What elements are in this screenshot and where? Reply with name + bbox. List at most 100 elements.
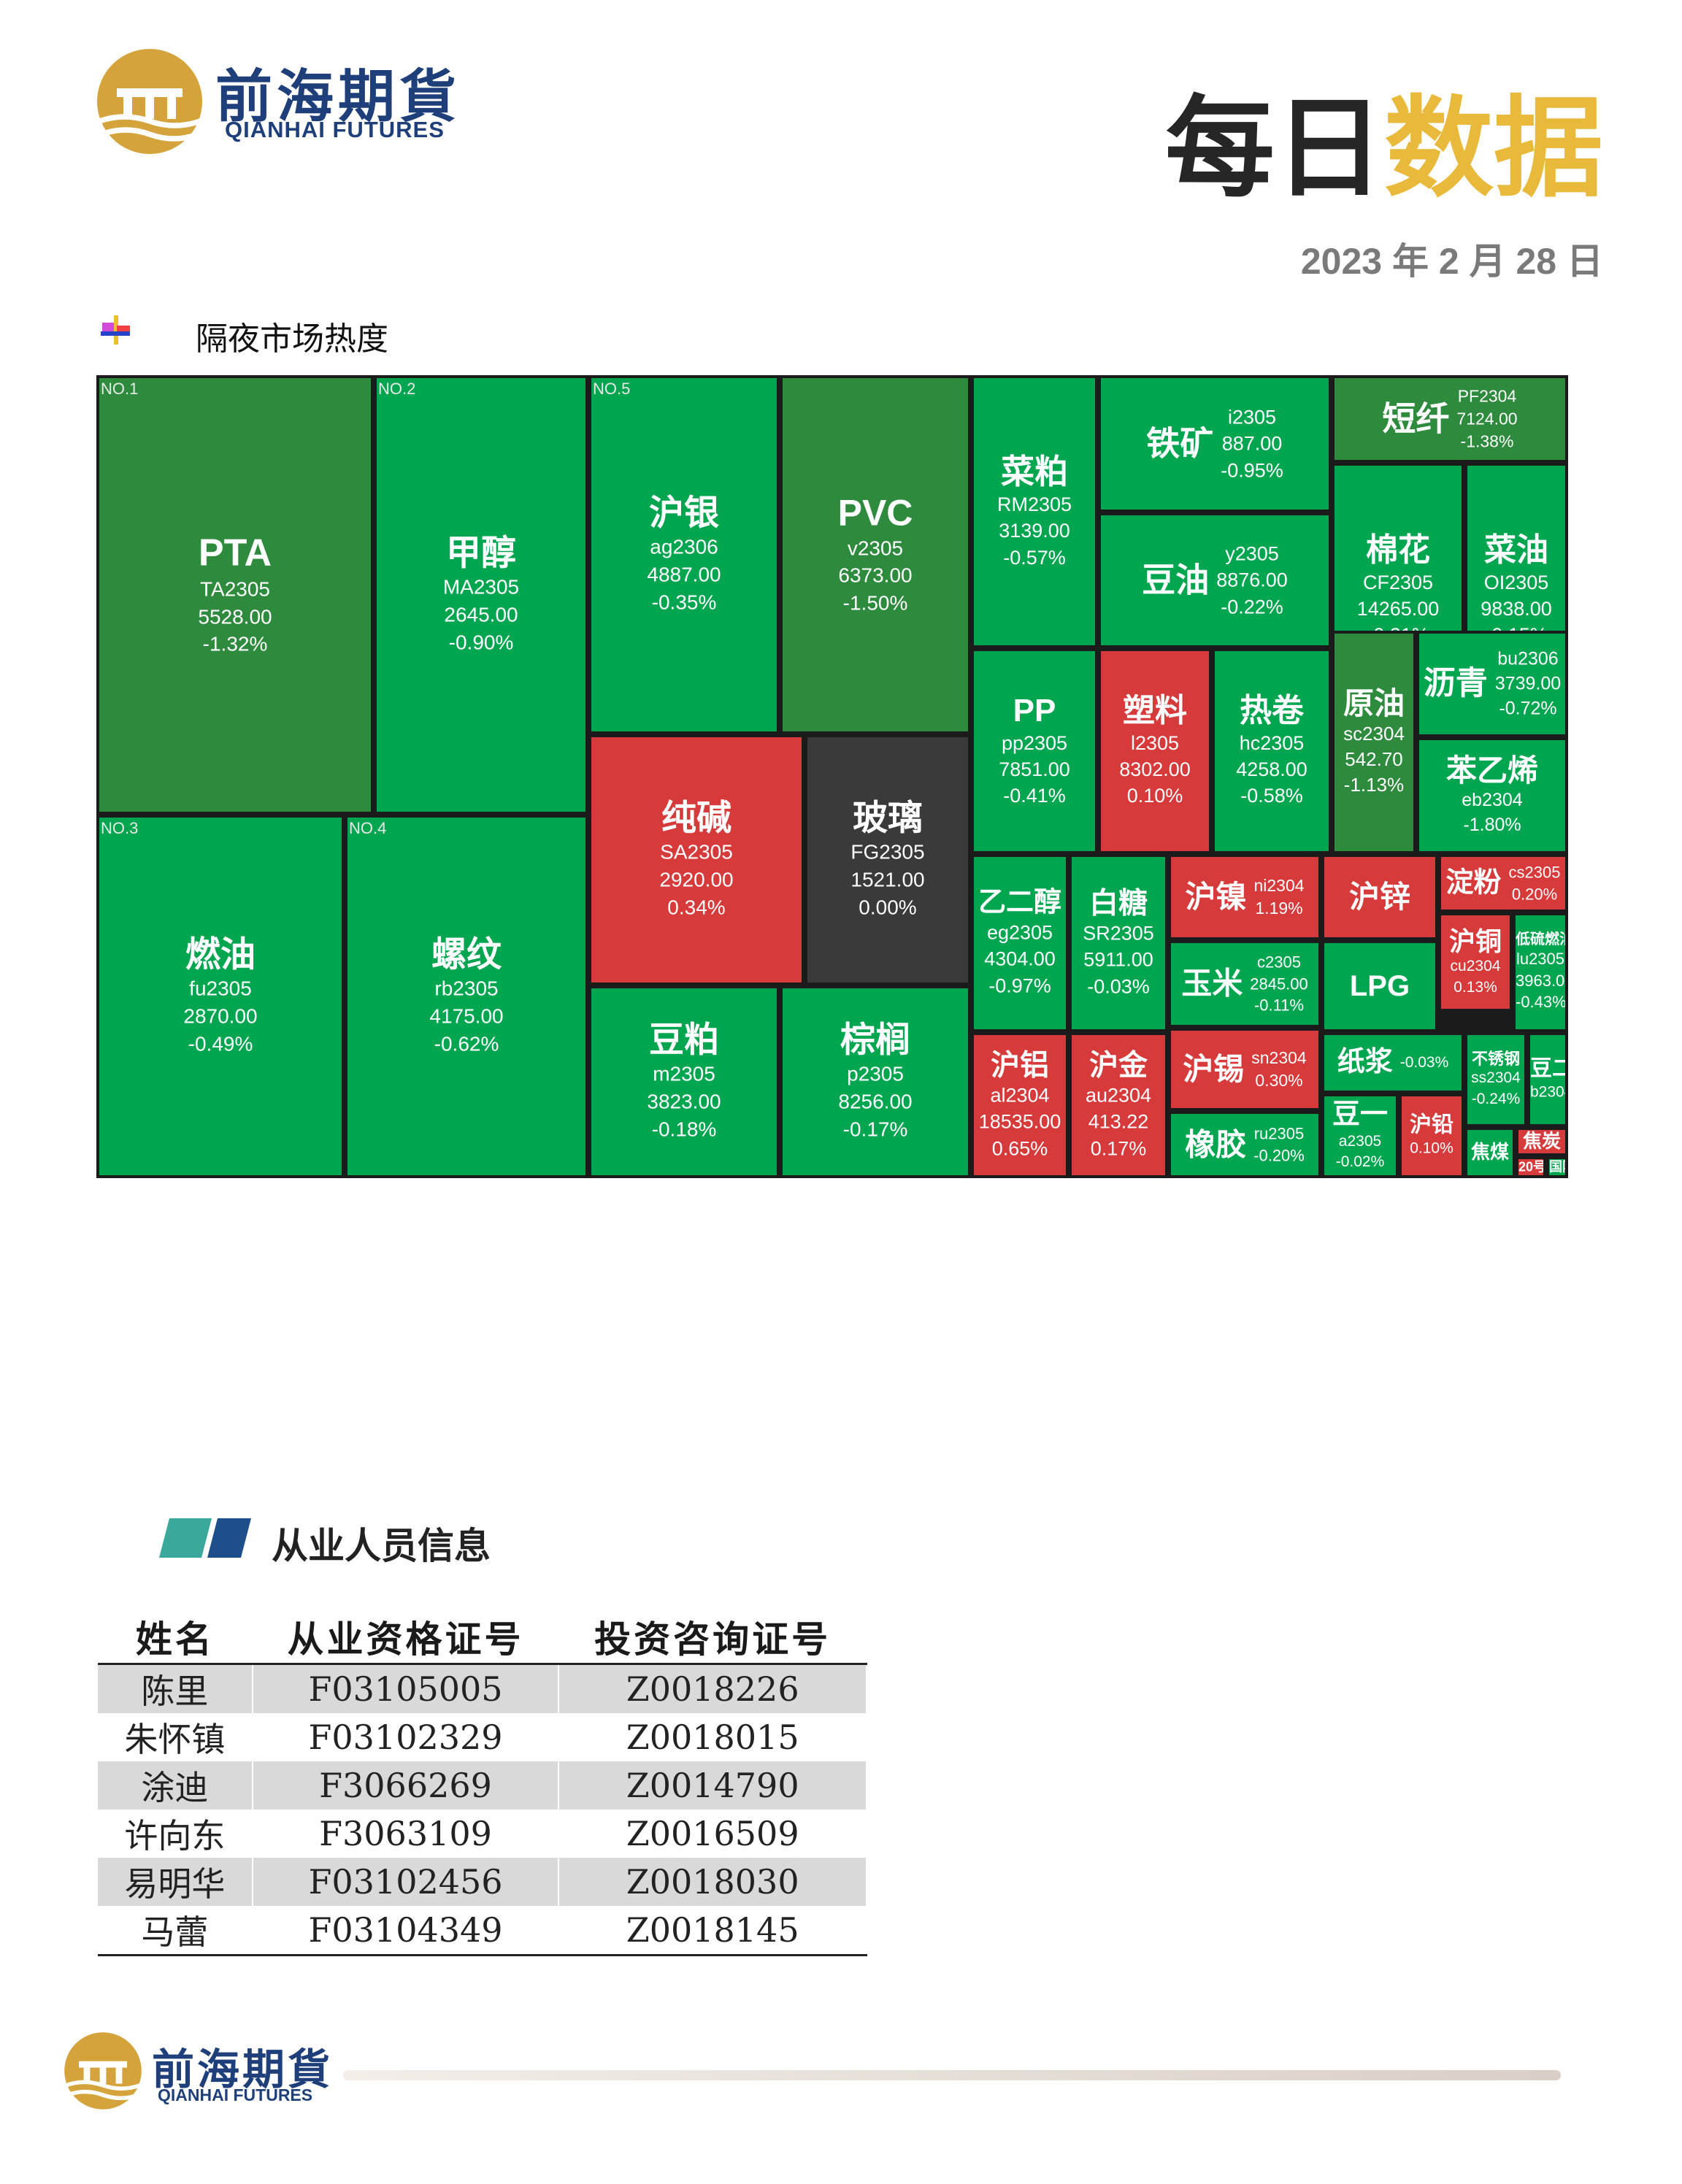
contract-code: ni2304 xyxy=(1253,875,1305,895)
contract-code: FG2305 xyxy=(850,840,925,864)
contract-code: fu2305 xyxy=(189,977,252,1000)
cell-content: 铁矿 i2305 887.00 -0.95% xyxy=(1101,404,1329,483)
commodity-name: 玻璃 xyxy=(852,799,923,838)
contract-code: y2305 xyxy=(1225,542,1279,565)
rank-label: NO.1 xyxy=(101,380,139,398)
change-percent: -0.43% xyxy=(1516,993,1567,1012)
cell-content: 沪锌 xyxy=(1324,880,1435,915)
commodity-name: 塑料 xyxy=(1123,693,1187,729)
treemap-cell-cs2305: 淀粉 cs2305 0.20% xyxy=(1438,854,1568,912)
rank-label: NO.2 xyxy=(378,380,416,398)
commodity-name: 不锈钢 xyxy=(1471,1050,1520,1069)
change-percent: -0.18% xyxy=(651,1118,717,1141)
cell-content: 沥青 bu2306 3739.00 -0.72% xyxy=(1419,647,1565,720)
last-price: 14265.00 xyxy=(1356,598,1440,620)
last-price: 7124.00 xyxy=(1456,409,1518,428)
cell-content: 国际铜 xyxy=(1549,1160,1565,1175)
cell-details: ni2304 1.19% xyxy=(1253,874,1304,920)
section-title-staff: 从业人员信息 xyxy=(272,1526,491,1566)
commodity-name: 短纤 xyxy=(1382,399,1450,438)
table-row: 易明华 F03102456 Z0018030 xyxy=(98,1858,867,1906)
treemap-cell-y2305: 豆油 y2305 8876.00 -0.22% xyxy=(1098,512,1332,648)
change-percent: -0.03% xyxy=(1399,1053,1449,1071)
commodity-name: 菜粕 xyxy=(1001,452,1068,491)
change-percent: -0.03% xyxy=(1087,975,1150,998)
change-percent: -1.32% xyxy=(202,632,268,655)
cell-details: ag2306 4887.00 -0.35% xyxy=(591,534,777,616)
section-bullet-icon xyxy=(101,315,130,345)
commodity-name: 低硫燃油 xyxy=(1516,931,1568,947)
contract-code: i2305 xyxy=(1227,406,1277,428)
cell-details: pp2305 7851.00 -0.41% xyxy=(974,730,1095,810)
treemap-cell-hc2305: 热卷 hc2305 4258.00 -0.58% xyxy=(1212,648,1332,854)
contract-code: eg2305 xyxy=(986,921,1053,944)
cell-content: 纯碱 SA2305 2920.00 0.34% xyxy=(591,799,802,922)
cell-details: b2304 xyxy=(1530,1082,1565,1102)
advisory-no: Z0018145 xyxy=(558,1906,867,1956)
commodity-name: 棉花 xyxy=(1366,532,1430,569)
last-price: 4258.00 xyxy=(1236,758,1307,781)
change-percent: 0.10% xyxy=(1410,1139,1453,1157)
change-percent: -1.38% xyxy=(1460,431,1514,451)
treemap-cell-p2305: 棕榈 p2305 8256.00 -0.17% xyxy=(780,985,971,1178)
table-row: 许向东 F3063109 Z0016509 xyxy=(98,1810,867,1858)
commodity-name: 豆油 xyxy=(1142,561,1210,599)
staff-name: 许向东 xyxy=(98,1810,253,1858)
change-percent: -1.80% xyxy=(1463,815,1521,836)
footer-brand-cn: 前海期貨 xyxy=(152,2045,334,2094)
qualification-no: F03104349 xyxy=(252,1906,560,1956)
contract-code: rb2305 xyxy=(434,977,499,1000)
change-percent: -0.62% xyxy=(434,1032,499,1056)
change-percent: 0.30% xyxy=(1255,1071,1303,1090)
staff-name: 易明华 xyxy=(98,1858,253,1906)
cell-details: rb2305 4175.00 -0.62% xyxy=(347,975,585,1058)
qualification-no: F03102329 xyxy=(252,1713,560,1761)
contract-code: p2305 xyxy=(847,1062,904,1085)
cell-details: m2305 3823.00 -0.18% xyxy=(591,1061,777,1143)
qualification-no: F3063109 xyxy=(252,1810,560,1858)
treemap-cell-m2305: 豆粕 m2305 3823.00 -0.18% xyxy=(588,985,780,1178)
treemap-cell-a2305: 豆一 a2305 -0.02% xyxy=(1321,1093,1399,1178)
table-row: 马蕾 F03104349 Z0018145 xyxy=(98,1906,867,1956)
cell-content: 白糖 SR2305 5911.00 -0.03% xyxy=(1072,886,1165,999)
rank-label: NO.3 xyxy=(101,819,139,837)
change-percent: 0.34% xyxy=(667,896,726,919)
last-price: 6373.00 xyxy=(838,564,913,587)
qianhai-logo-icon xyxy=(97,49,202,154)
commodity-name: 棕榈 xyxy=(840,1020,910,1060)
commodity-name: 沪锌 xyxy=(1348,879,1410,914)
cell-content: PP pp2305 7851.00 -0.41% xyxy=(974,693,1095,810)
staff-name: 朱怀镇 xyxy=(98,1713,253,1761)
cell-details: ss2304 -0.24% xyxy=(1467,1068,1524,1110)
change-percent: 0.13% xyxy=(1453,978,1497,996)
table-row: 涂迪 F3066269 Z0014790 xyxy=(98,1761,867,1810)
contract-code: m2305 xyxy=(653,1062,715,1085)
cell-details: SR2305 5911.00 -0.03% xyxy=(1072,920,1165,999)
section-banner-icon xyxy=(159,1518,251,1558)
treemap-cell-SR2305: 白糖 SR2305 5911.00 -0.03% xyxy=(1069,854,1168,1032)
footer-divider xyxy=(343,2070,1561,2080)
contract-code: lu2305 xyxy=(1516,949,1565,968)
treemap-cell-40: 焦炭 xyxy=(1516,1127,1568,1156)
staff-name: 陈里 xyxy=(98,1664,253,1713)
rank-label: NO.4 xyxy=(349,819,387,837)
contract-code: cu2304 xyxy=(1450,958,1501,975)
cell-content: 豆二 b2304 xyxy=(1530,1057,1565,1103)
cell-details: SA2305 2920.00 0.34% xyxy=(591,839,802,921)
cell-details: fu2305 2870.00 -0.49% xyxy=(99,975,342,1058)
cell-content: 燃油 fu2305 2870.00 -0.49% xyxy=(99,935,342,1058)
cell-content: 甲醇 MA2305 2645.00 -0.90% xyxy=(377,534,585,657)
cell-details: v2305 6373.00 -1.50% xyxy=(783,534,968,617)
staff-table-header: 姓名 从业资格证号 投资咨询证号 xyxy=(98,1610,867,1665)
change-percent: -1.13% xyxy=(1343,774,1405,796)
treemap-cell-sc2304: 原油 sc2304 542.70 -1.13% xyxy=(1332,631,1416,854)
change-percent: -0.95% xyxy=(1221,459,1283,482)
cell-details: p2305 8256.00 -0.17% xyxy=(783,1061,968,1143)
change-percent: 0.65% xyxy=(991,1137,1048,1160)
treemap-cell-c2305: 玉米 c2305 2845.00 -0.11% xyxy=(1168,940,1321,1028)
commodity-name: 豆二 xyxy=(1530,1056,1565,1081)
change-percent: -1.50% xyxy=(842,591,908,615)
treemap-cell-28: LPG xyxy=(1321,940,1438,1032)
cell-content: 短纤 PF2304 7124.00 -1.38% xyxy=(1335,385,1565,453)
cell-content: 沪镍 ni2304 1.19% xyxy=(1171,874,1318,920)
